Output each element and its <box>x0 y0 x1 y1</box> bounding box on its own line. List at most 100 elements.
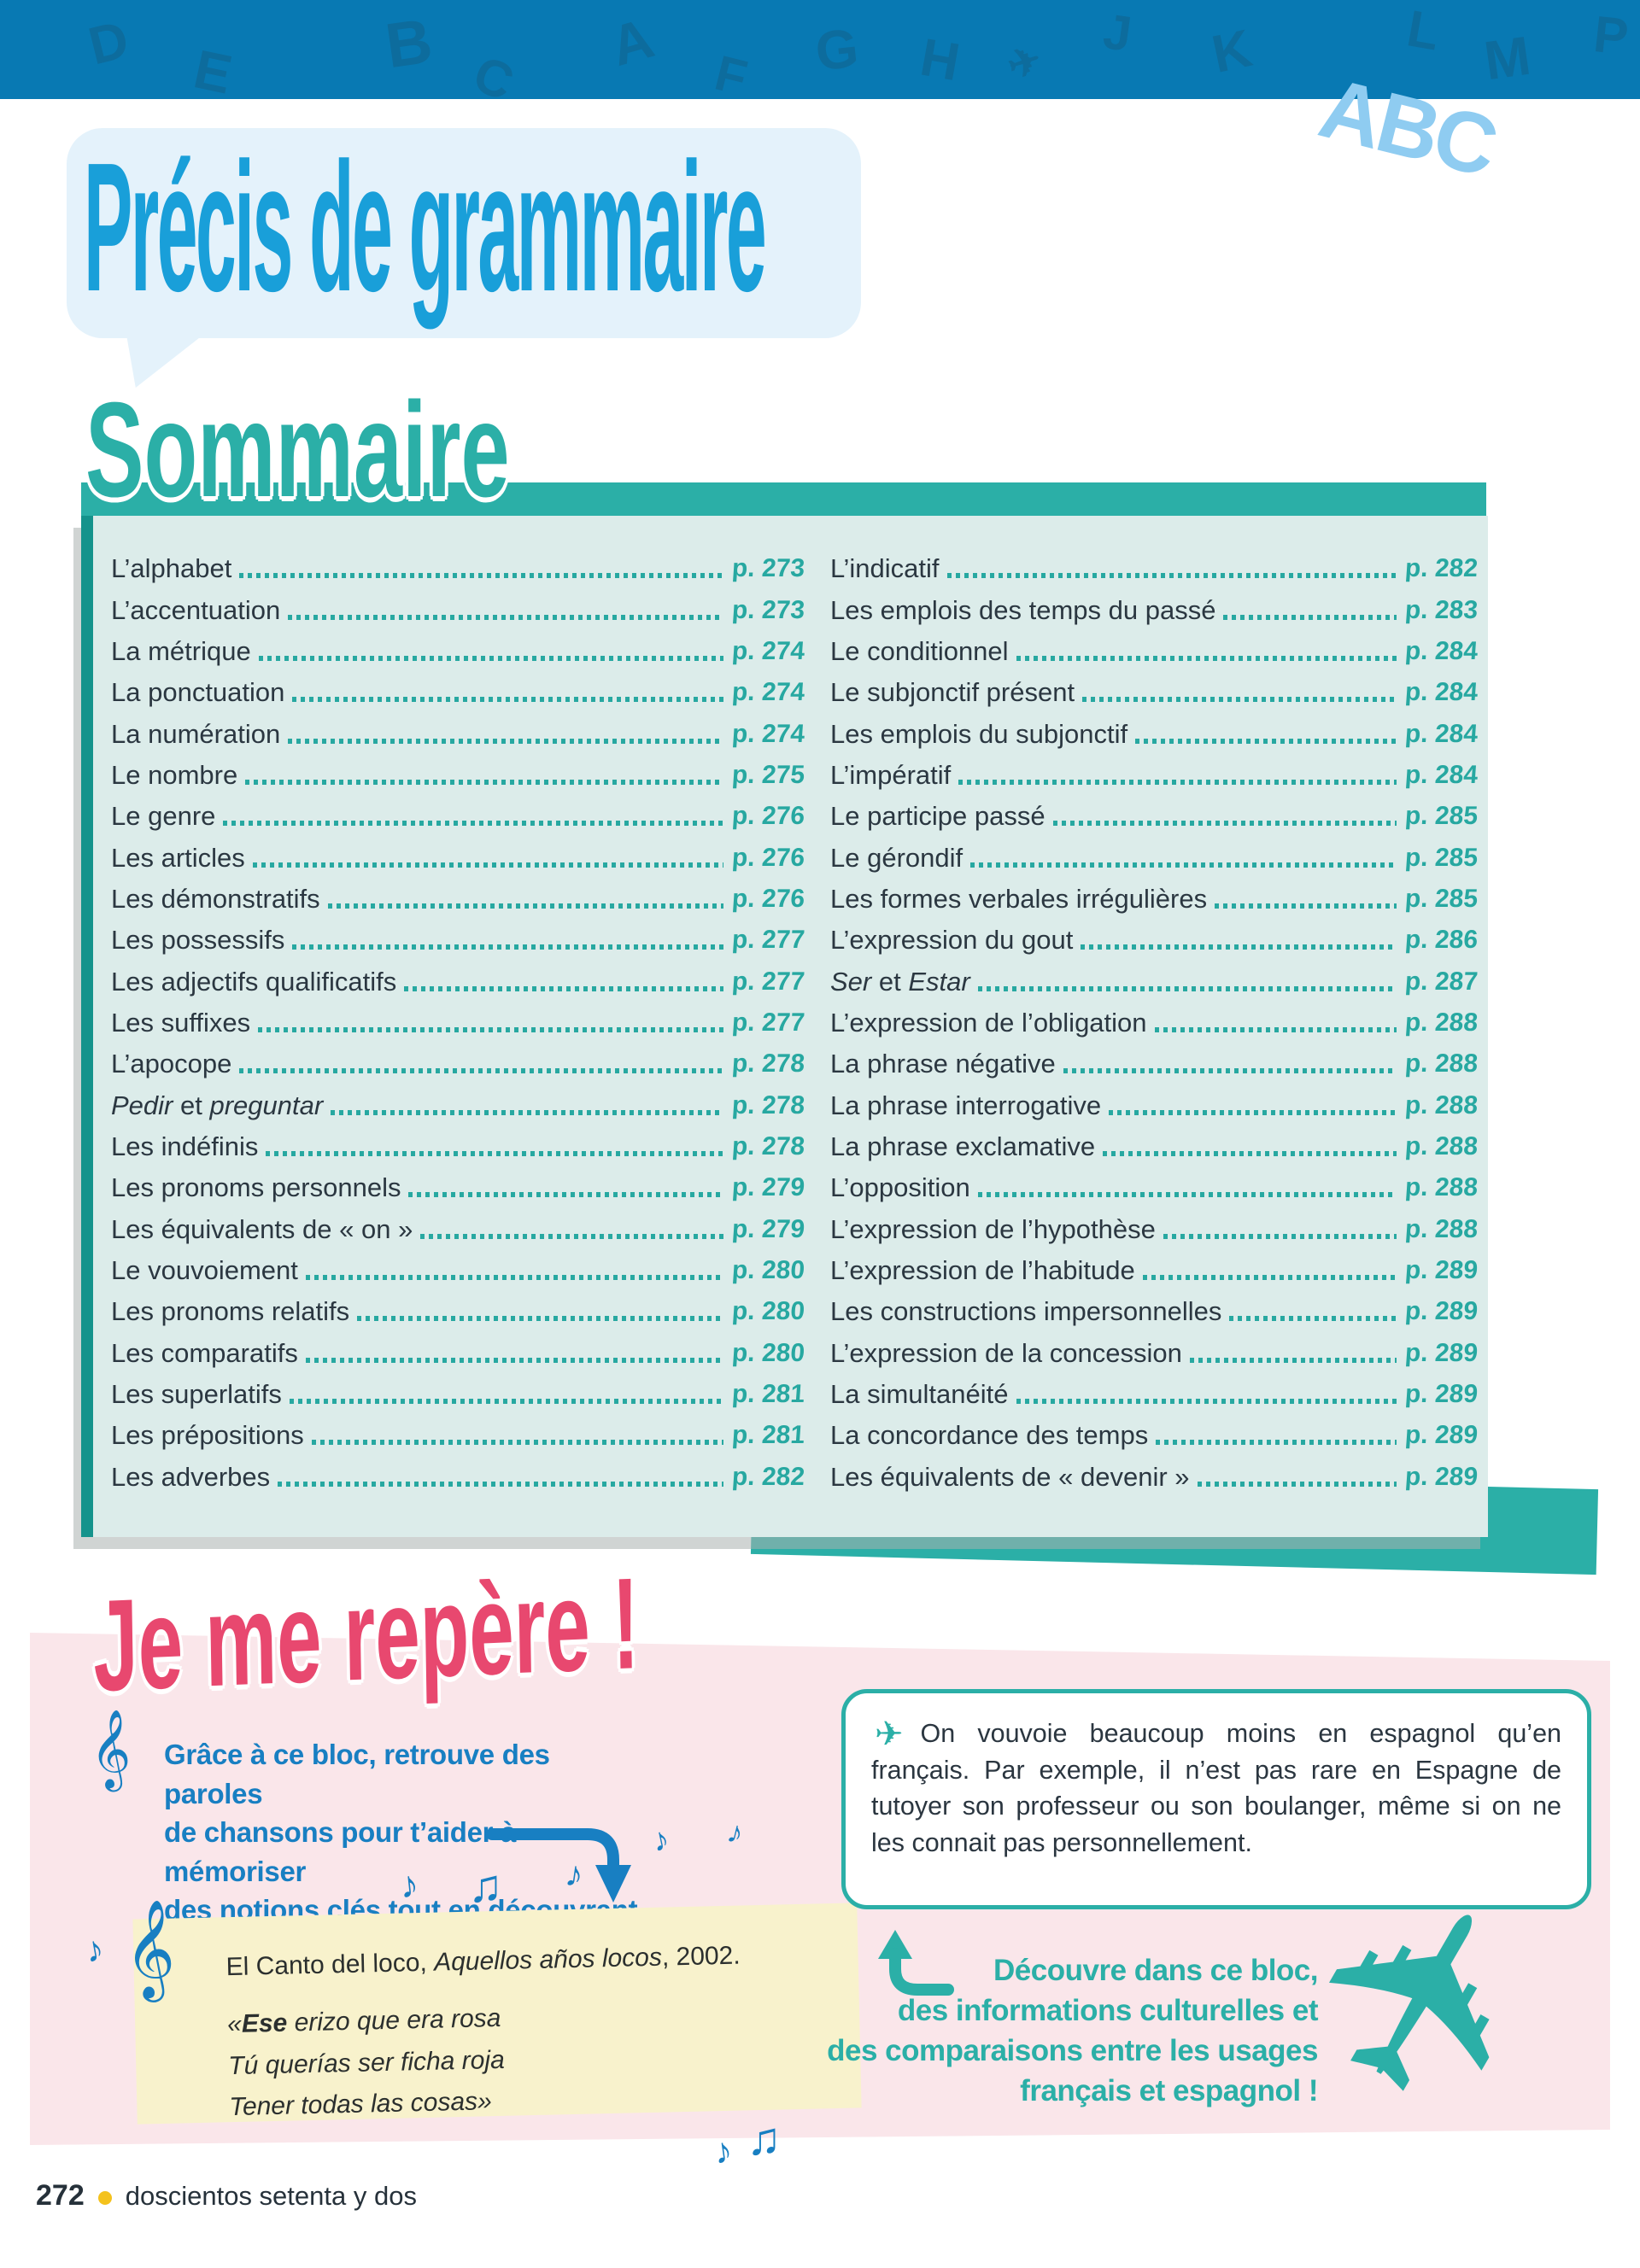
toc-entry: Le conditionnel p. 284 <box>830 631 1479 672</box>
toc-dotted-leader <box>1163 1233 1397 1239</box>
toc-entry-label: Le participe passé <box>830 801 1046 832</box>
toc-dotted-leader <box>408 1192 723 1198</box>
toc-panel <box>81 516 1488 1537</box>
toc-entry-label: La phrase négative <box>830 1049 1056 1079</box>
toc-dotted-leader <box>258 655 723 661</box>
blue-curved-arrow-icon <box>487 1828 631 1903</box>
toc-entry-label: Les comparatifs <box>111 1337 298 1368</box>
top-banner: D E B C A F G H J K L M P ✈ <box>0 0 1640 112</box>
toc-entry-page: p. 273 <box>730 595 806 624</box>
page-number: 272 <box>36 2179 85 2212</box>
toc-entry: L’apocope p. 278 <box>111 1043 805 1084</box>
toc-dotted-leader <box>1052 821 1397 827</box>
toc-entry-page: p. 288 <box>1403 1131 1479 1160</box>
banner-letter: G <box>812 16 862 83</box>
toc-dotted-leader <box>288 614 723 620</box>
song-reference: El Canto del loco, Aquellos años locos, … <box>226 1941 741 1982</box>
toc-dotted-leader <box>357 1316 723 1322</box>
toc-entry: L’expression du gout p. 286 <box>830 920 1479 961</box>
toc-dotted-leader <box>977 1192 1397 1198</box>
toc-entry: Les adjectifs qualificatifs p. 277 <box>111 961 805 1002</box>
toc-entry-label: Le subjonctif présent <box>830 677 1075 708</box>
toc-entry-label: Les indéfinis <box>111 1131 259 1161</box>
toc-entry-page: p. 286 <box>1403 926 1479 955</box>
toc-entry-label: L’impératif <box>830 759 952 790</box>
toc-dotted-leader <box>1154 1026 1397 1032</box>
toc-entry-label: Le genre <box>111 801 216 832</box>
toc-entry-page: p. 285 <box>1403 802 1479 831</box>
toc-entry-page: p. 278 <box>730 1090 806 1119</box>
toc-entry-page: p. 283 <box>1403 595 1479 624</box>
toc-dotted-leader <box>404 985 723 991</box>
plane-icon: ✈ <box>875 1716 904 1753</box>
toc-entry-page: p. 284 <box>1403 719 1479 748</box>
toc-entry-label: Les emplois du subjonctif <box>830 718 1128 749</box>
toc-entry-page: p. 288 <box>1403 1090 1479 1119</box>
toc-entry-page: p. 275 <box>730 760 806 789</box>
toc-entry: L’accentuation p. 273 <box>111 589 805 630</box>
toc-entry-label: Les possessifs <box>111 925 285 956</box>
music-note-icon: ♫ <box>747 2113 782 2165</box>
title-speech-bubble <box>67 128 861 338</box>
toc-entry-label: L’alphabet <box>111 553 232 584</box>
toc-dotted-leader <box>970 862 1397 868</box>
teal-up-arrow-icon <box>878 1930 954 1996</box>
toc-entry: Le subjonctif présent p. 284 <box>830 672 1479 713</box>
toc-entry-label: L’expression de l’hypothèse <box>830 1213 1156 1244</box>
toc-dotted-leader <box>1197 1481 1397 1487</box>
toc-dotted-leader <box>1109 1109 1397 1115</box>
toc-entry-label: Les suffixes <box>111 1007 251 1038</box>
toc-entry: Les prépositions p. 281 <box>111 1415 805 1456</box>
toc-entry-label: La phrase exclamative <box>830 1131 1096 1161</box>
toc-entry-page: p. 282 <box>730 1462 806 1491</box>
toc-entry: Les pronoms personnels p. 279 <box>111 1167 805 1208</box>
sommaire-heading: Sommaire <box>85 375 510 525</box>
toc-entry-label: La numération <box>111 718 281 749</box>
toc-entry: La ponctuation p. 274 <box>111 672 805 713</box>
toc-entry-label: Les démonstratifs <box>111 883 320 914</box>
toc-entry: Les formes verbales irrégulières p. 285 <box>830 879 1479 920</box>
music-note-icon: ♫ <box>468 1861 503 1912</box>
toc-dotted-leader <box>305 1357 723 1363</box>
treble-clef-icon: 𝄞 <box>125 1901 176 1996</box>
toc-entry-label: Les constructions impersonnelles <box>830 1296 1222 1327</box>
toc-entry-page: p. 289 <box>1403 1421 1479 1450</box>
toc-entry-page: p. 288 <box>1403 1008 1479 1037</box>
toc-entry-label: Le nombre <box>111 759 238 790</box>
toc-entry-page: p. 285 <box>1403 884 1479 913</box>
toc-dotted-leader <box>1156 1440 1397 1446</box>
toc-dotted-leader <box>958 779 1397 785</box>
toc-entry-label: L’expression de l’habitude <box>830 1255 1135 1286</box>
banner-letter: A <box>603 5 660 79</box>
toc-entry: L’impératif p. 284 <box>830 755 1479 796</box>
toc-entry-page: p. 287 <box>1403 967 1479 996</box>
banner-letter: L <box>1403 0 1444 61</box>
toc-dotted-leader <box>258 1026 723 1032</box>
toc-entry: Ser et Estar p. 287 <box>830 961 1479 1002</box>
toc-entry: Les indéfinis p. 278 <box>111 1126 805 1167</box>
toc-entry: L’expression de l’obligation p. 288 <box>830 1002 1479 1043</box>
toc-entry-label: L’opposition <box>830 1172 970 1203</box>
banner-letter: F <box>709 44 753 107</box>
toc-entry: L’alphabet p. 273 <box>111 548 805 589</box>
toc-entry-label: Les formes verbales irrégulières <box>830 883 1208 914</box>
toc-entry: Les articles p. 276 <box>111 837 805 878</box>
toc-entry-label: Le gérondif <box>830 842 964 873</box>
toc-dotted-leader <box>1081 944 1397 950</box>
toc-entry: Les comparatifs p. 280 <box>111 1333 805 1374</box>
plane-icon: ✈ <box>1001 36 1047 89</box>
banner-letter: C <box>466 44 522 112</box>
toc-entry: Les suffixes p. 277 <box>111 1002 805 1043</box>
toc-entry: Le nombre p. 275 <box>111 755 805 796</box>
toc-entry: Les pronoms relatifs p. 280 <box>111 1291 805 1332</box>
toc-entry-page: p. 280 <box>730 1297 806 1326</box>
toc-dotted-leader <box>327 903 723 909</box>
toc-entry-label: L’expression de l’obligation <box>830 1007 1147 1038</box>
banner-letter: E <box>188 38 237 106</box>
toc-dotted-leader <box>288 738 723 744</box>
toc-entry-label: L’expression de la concession <box>830 1337 1182 1368</box>
toc-entry: Les constructions impersonnelles p. 289 <box>830 1291 1479 1332</box>
toc-dotted-leader <box>289 1399 723 1405</box>
toc-entry: Le gérondif p. 285 <box>830 837 1479 878</box>
treble-clef-icon: 𝄞 <box>91 1710 132 1786</box>
